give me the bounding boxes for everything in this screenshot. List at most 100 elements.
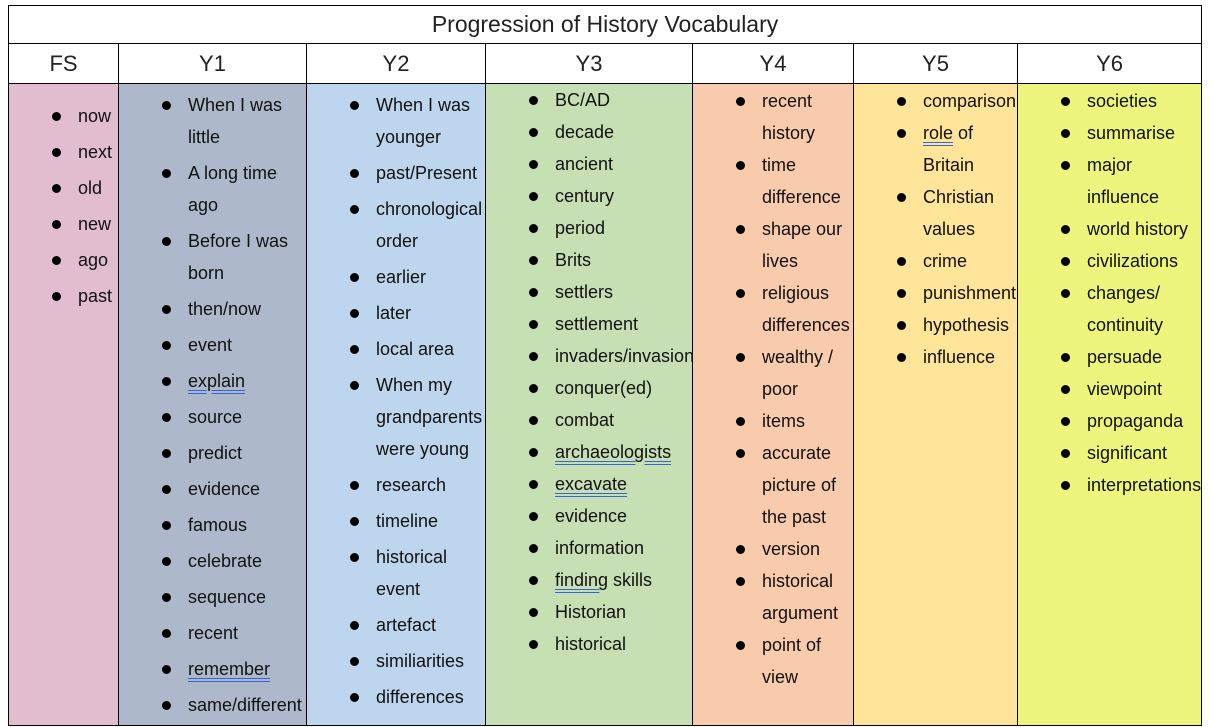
- vocabulary-item: A long time ago: [162, 157, 302, 221]
- table-title: Progression of History Vocabulary: [7, 5, 1203, 44]
- item-text: shape our lives: [762, 219, 843, 271]
- vocabulary-item: now: [52, 100, 114, 132]
- vocabulary-item: significant: [1060, 437, 1197, 469]
- column-header-y5: Y5: [853, 43, 1018, 84]
- vocabulary-item: artefact: [350, 609, 481, 641]
- vocabulary-item: ancient: [529, 148, 688, 180]
- vocabulary-item: then/now: [162, 293, 302, 325]
- vocabulary-item: predict: [162, 437, 302, 469]
- vocabulary-list: comparison role of Britain Christian value…: [854, 84, 1017, 373]
- item-text: A long time ago: [188, 163, 278, 215]
- vocabulary-list: When I was little A long time ago Before I…: [119, 84, 306, 721]
- item-text: comparison: [923, 91, 1017, 111]
- vocabulary-item: earlier: [350, 261, 481, 293]
- vocabulary-item: recent: [162, 617, 302, 649]
- underlined-word: explain: [188, 371, 246, 391]
- item-text: interpretations: [1087, 475, 1202, 495]
- underlined-word: excavate: [555, 474, 628, 494]
- item-text: influence: [923, 347, 996, 367]
- vocabulary-item: major influence: [1060, 149, 1197, 213]
- item-text: crime: [923, 251, 967, 271]
- item-text: celebrate: [188, 551, 263, 571]
- column-header-y3: Y3: [485, 43, 693, 84]
- vocabulary-item: past: [52, 280, 114, 312]
- vocabulary-item: similiarities: [350, 645, 481, 677]
- vocabulary-item: accurate picture of the past: [736, 437, 849, 533]
- item-text: source: [188, 407, 243, 427]
- vocabulary-item: BC/AD: [529, 84, 688, 116]
- item-text: evidence: [555, 506, 628, 526]
- vocabulary-item: When my grandparents were young: [350, 369, 483, 465]
- vocabulary-item: later: [350, 297, 481, 329]
- vocabulary-item: historical event: [350, 541, 481, 605]
- column-y5: comparison role of Britain Christian value…: [853, 83, 1018, 726]
- vocabulary-item: When I was younger: [350, 89, 481, 153]
- item-text: of Britain: [923, 123, 975, 175]
- item-text: timeline: [376, 511, 439, 531]
- item-text: same/different: [188, 695, 302, 715]
- underlined-word: archaeologists: [555, 442, 672, 462]
- item-text: combat: [555, 410, 615, 430]
- vocabulary-item: excavate: [529, 468, 688, 500]
- vocabulary-item: historical: [529, 628, 688, 660]
- item-text: Historian: [555, 602, 627, 622]
- vocabulary-item: same/different: [162, 689, 302, 721]
- item-text: historical event: [376, 547, 448, 599]
- item-text: viewpoint: [1087, 379, 1163, 399]
- underlined-word: remember: [188, 659, 271, 679]
- vocabulary-item: changes/ continuity: [1060, 277, 1197, 341]
- item-text: skills: [608, 570, 653, 590]
- vocabulary-item: famous: [162, 509, 302, 541]
- item-text: When my grandparents were young: [376, 375, 483, 459]
- vocabulary-item: timeline: [350, 505, 481, 537]
- item-text: Christian values: [923, 187, 995, 239]
- item-text: local area: [376, 339, 455, 359]
- vocabulary-item: Historian: [529, 596, 688, 628]
- vocabulary-item: point of view: [736, 629, 849, 693]
- vocabulary-item: comparison: [897, 85, 1017, 117]
- vocabulary-list: societies summarise major influence world h…: [1018, 84, 1201, 501]
- item-text: hypothesis: [923, 315, 1010, 335]
- item-text: wealthy / poor: [762, 347, 834, 399]
- item-text: persuade: [1087, 347, 1163, 367]
- item-text: summarise: [1087, 123, 1176, 143]
- vocabulary-item: source: [162, 401, 302, 433]
- vocabulary-item: interpretations: [1060, 469, 1201, 501]
- item-text: When I was younger: [376, 95, 471, 147]
- vocabulary-list: When I was younger past/Present chronologi…: [307, 84, 485, 713]
- column-y3: BC/AD decade ancient century period Brits sett…: [485, 83, 694, 726]
- vocabulary-item: crime: [897, 245, 1013, 277]
- item-text: point of view: [762, 635, 822, 687]
- item-text: famous: [188, 515, 248, 535]
- vocabulary-item: Christian values: [897, 181, 1013, 245]
- vocabulary-item: role of Britain: [897, 117, 1013, 181]
- item-text: time difference: [762, 155, 841, 207]
- item-text: century: [555, 186, 615, 206]
- vocabulary-item: invaders/invasion: [529, 340, 694, 372]
- item-text: sequence: [188, 587, 267, 607]
- vocabulary-item: conquer(ed): [529, 372, 688, 404]
- item-text: version: [762, 539, 821, 559]
- vocabulary-list: now next old new ago past: [9, 84, 118, 312]
- item-text: then/now: [188, 299, 262, 319]
- vocabulary-item: version: [736, 533, 849, 565]
- vocabulary-item: archaeologists: [529, 436, 688, 468]
- underlined-word: role: [923, 123, 954, 143]
- item-text: societies: [1087, 91, 1158, 111]
- vocabulary-table: Progression of History Vocabulary FS Y1 Y2…: [7, 5, 1203, 726]
- vocabulary-item: Before I was born: [162, 225, 302, 289]
- vocabulary-list: recent history time difference shape our l…: [693, 84, 853, 693]
- column-header-y1: Y1: [118, 43, 307, 84]
- item-text: changes/ continuity: [1087, 283, 1164, 335]
- column-header-y6: Y6: [1016, 43, 1203, 84]
- vocabulary-item: civilizations: [1060, 245, 1197, 277]
- vocabulary-item: remember: [162, 653, 302, 685]
- vocabulary-item: recent history: [736, 85, 849, 149]
- vocabulary-item: world history: [1060, 213, 1197, 245]
- vocabulary-item: wealthy / poor: [736, 341, 849, 405]
- item-text: invaders/invasion: [555, 346, 695, 366]
- column-header-y2: Y2: [306, 43, 486, 84]
- column-y4: recent history time difference shape our l…: [692, 83, 854, 726]
- item-text: items: [762, 411, 806, 431]
- item-text: significant: [1087, 443, 1168, 463]
